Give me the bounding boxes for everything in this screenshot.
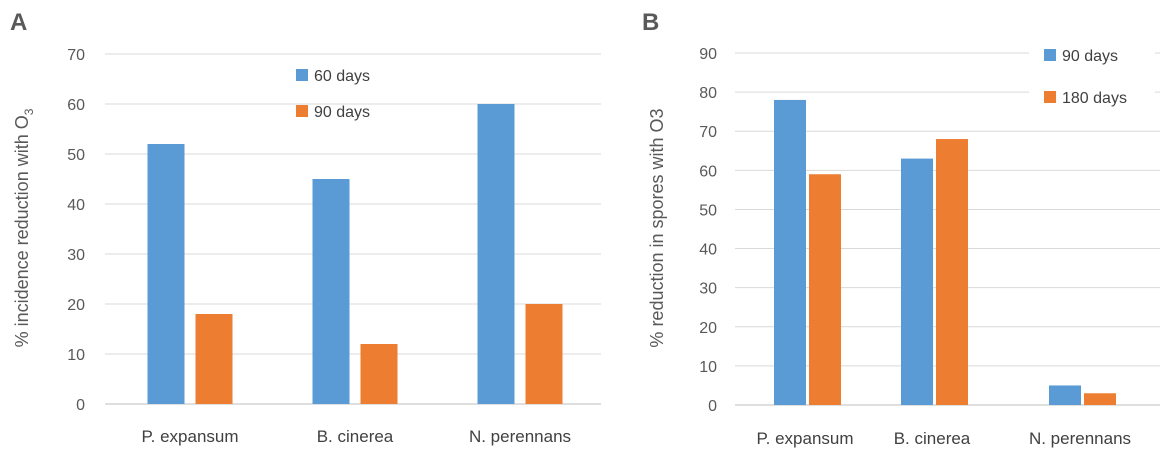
panel-a-bar (525, 304, 563, 404)
panel-b-legend-label-1: 90 days (1062, 48, 1118, 65)
panel-a-y-tick-label: 50 (67, 147, 85, 164)
panel-a-chart: A 0 10 20 30 40 50 60 70 P. expansum B. cinerea N… (10, 9, 601, 446)
panel-a-y-axis-title: % incidence reduction with O3 (12, 108, 36, 347)
panel-a-y-title-text: % incidence reduction with O (12, 115, 32, 347)
panel-a-bar (360, 344, 398, 404)
panel-b-y-tick-label: 80 (699, 85, 717, 102)
panel-a-legend-swatch-2 (296, 105, 308, 117)
panel-a-y-tick-label: 70 (67, 47, 85, 64)
panel-b-category-label: B. cinerea (894, 429, 971, 448)
panel-a-bar (312, 179, 350, 404)
panel-a-y-tick-label: 30 (67, 247, 85, 264)
panel-a-y-title-subscript: 3 (22, 108, 36, 115)
panel-a-legend-label-2: 90 days (314, 104, 370, 121)
panel-b-bar (774, 99, 806, 405)
panel-b-category-label: N. perennans (1029, 429, 1131, 448)
panel-a-y-tick-label: 40 (67, 197, 85, 214)
panel-b-bar (936, 139, 968, 406)
panel-b-category-label: P. expansum (756, 429, 853, 448)
panel-a-legend-swatch-1 (296, 69, 308, 81)
panel-a-gridlines (105, 53, 601, 405)
panel-b-chart: B 0 10 20 30 40 50 60 70 80 90 P. expansum B. cine… (642, 9, 1160, 448)
panel-b-bar (1049, 385, 1081, 405)
panel-a-bars (147, 104, 563, 404)
panel-a-y-ticks: 0 10 20 30 40 50 60 70 (67, 47, 85, 414)
panel-b-y-tick-label: 30 (699, 281, 717, 298)
panel-b-legend-swatch-1 (1044, 49, 1056, 61)
panel-b-bar (1084, 393, 1116, 405)
panel-a-bar (477, 104, 515, 404)
panel-a-bar (195, 314, 233, 404)
panel-b-y-tick-label: 50 (699, 202, 717, 219)
panel-b-y-axis-title: % reduction in spores with O3 (647, 108, 667, 347)
panel-b-bar (901, 158, 933, 405)
panel-a-legend-label-1: 60 days (314, 68, 370, 85)
panel-a-y-tick-label: 10 (67, 347, 85, 364)
panel-a-y-tick-label: 60 (67, 97, 85, 114)
panel-b-letter: B (642, 9, 659, 36)
panel-b-y-tick-label: 40 (699, 242, 717, 259)
panel-a-category-label: N. perennans (469, 427, 571, 446)
panel-b-y-tick-label: 90 (699, 46, 717, 63)
panel-b-legend: 90 days 180 days (1029, 45, 1155, 113)
panel-a-categories: P. expansum B. cinerea N. perennans (141, 427, 571, 446)
panel-b-y-tick-label: 10 (699, 359, 717, 376)
panel-b-y-tick-label: 20 (699, 320, 717, 337)
panel-a-bar (147, 144, 185, 404)
panel-b-y-tick-label: 60 (699, 163, 717, 180)
panel-a-y-tick-label: 0 (76, 397, 85, 414)
panel-b-legend-label-2: 180 days (1062, 90, 1127, 107)
panel-a-category-label: B. cinerea (317, 427, 394, 446)
panel-b-legend-swatch-2 (1044, 91, 1056, 103)
panel-b-y-tick-label: 70 (699, 124, 717, 141)
panel-a-legend: 60 days 90 days (296, 68, 370, 121)
panel-b-y-ticks: 0 10 20 30 40 50 60 70 80 90 (699, 46, 717, 415)
panel-b-categories: P. expansum B. cinerea N. perennans (756, 429, 1131, 448)
panel-a-y-tick-label: 20 (67, 297, 85, 314)
panel-b-y-tick-label: 0 (708, 398, 717, 415)
panel-a-category-label: P. expansum (141, 427, 238, 446)
panel-b-bar (809, 174, 841, 405)
panel-b-bars (774, 99, 1116, 406)
panel-a-letter: A (10, 9, 27, 36)
